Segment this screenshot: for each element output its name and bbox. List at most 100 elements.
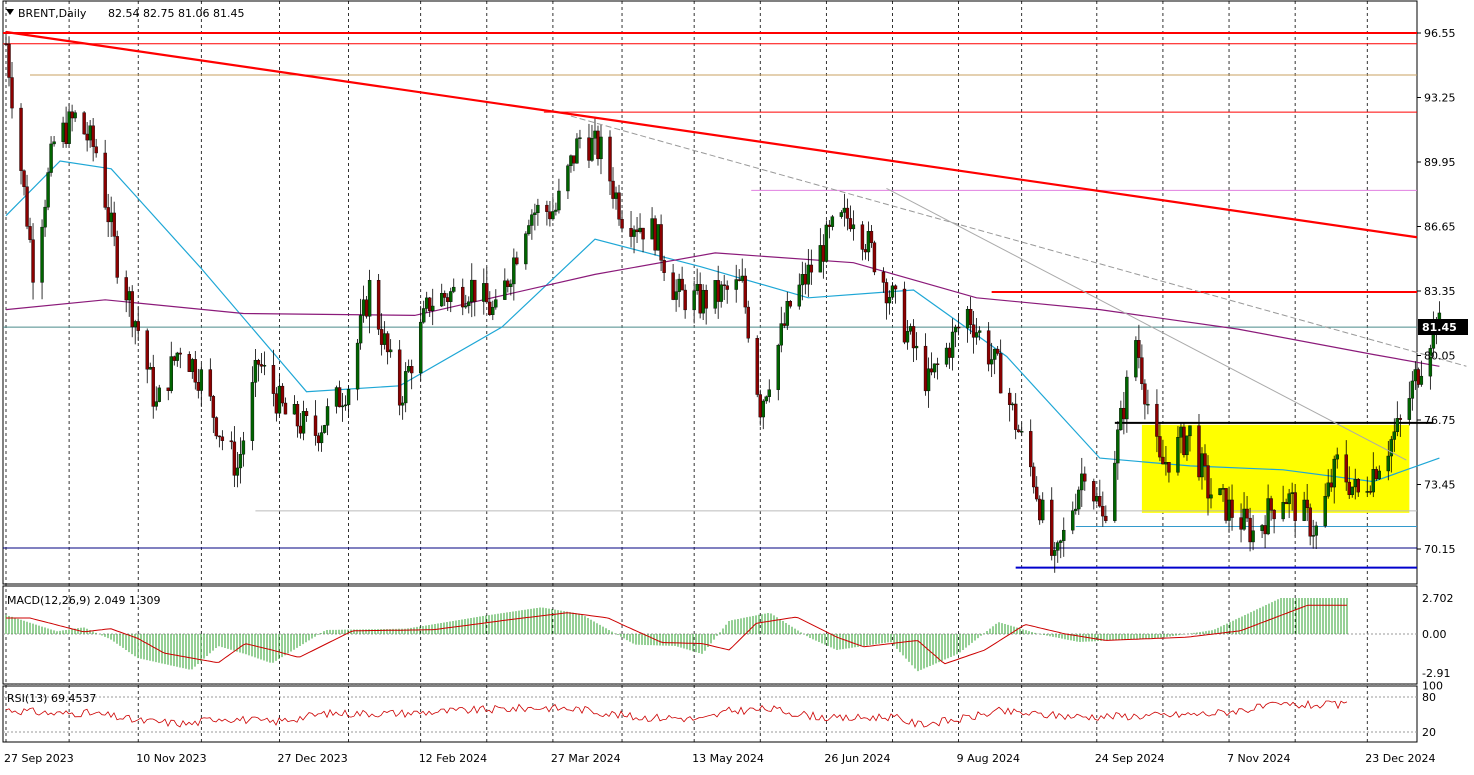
bearish-candle bbox=[70, 111, 74, 119]
bearish-candle bbox=[1356, 479, 1360, 493]
bearish-candle bbox=[19, 107, 23, 171]
bearish-candle bbox=[385, 333, 390, 353]
bullish-candle bbox=[908, 326, 913, 332]
bearish-candle bbox=[971, 324, 976, 338]
ohlc-readout: 82.54 82.75 81.06 81.45 bbox=[108, 7, 244, 20]
bullish-candle bbox=[1176, 437, 1180, 473]
bullish-candle bbox=[1080, 473, 1084, 491]
bullish-candle bbox=[566, 165, 570, 192]
bullish-candle bbox=[824, 224, 829, 262]
bullish-candle bbox=[989, 359, 994, 365]
bullish-candle bbox=[1365, 491, 1369, 493]
bullish-candle bbox=[1281, 502, 1285, 520]
bearish-candle bbox=[1137, 340, 1141, 358]
bullish-candle bbox=[73, 112, 77, 119]
bearish-candle bbox=[214, 417, 219, 437]
bullish-candle bbox=[1350, 486, 1354, 495]
bearish-candle bbox=[1140, 357, 1144, 385]
axes: 27 Sep 2023 10 Nov 2023 27 Dec 2023 12 Feb … bbox=[4, 27, 1456, 765]
bearish-candle bbox=[821, 245, 826, 262]
bearish-candle bbox=[1248, 517, 1252, 543]
y-tick-label: 70.15 bbox=[1424, 543, 1456, 556]
bearish-candle bbox=[211, 396, 216, 418]
macd-indicator bbox=[5, 598, 1348, 672]
bearish-candle bbox=[1143, 383, 1147, 405]
bullish-candle bbox=[1260, 525, 1264, 531]
dropdown-arrow-icon[interactable] bbox=[6, 9, 14, 15]
bullish-candle bbox=[157, 387, 161, 402]
bearish-candle bbox=[611, 180, 615, 199]
bearish-candle bbox=[935, 363, 940, 365]
bullish-candle bbox=[1323, 496, 1327, 527]
bearish-candle bbox=[28, 226, 32, 240]
bullish-candle bbox=[1428, 348, 1433, 377]
bearish-candle bbox=[31, 239, 35, 283]
bearish-candle bbox=[635, 229, 639, 233]
bullish-candle bbox=[509, 283, 513, 287]
bearish-candle bbox=[1206, 465, 1210, 499]
bullish-candle bbox=[533, 212, 537, 215]
support-resistance-lines bbox=[3, 32, 1434, 569]
bullish-candle bbox=[467, 301, 471, 307]
bearish-candle bbox=[893, 285, 898, 290]
bullish-candle bbox=[797, 284, 802, 307]
dashed-trendline bbox=[570, 115, 1467, 367]
bearish-candle bbox=[208, 369, 213, 397]
bullish-candle bbox=[614, 192, 618, 199]
bearish-candle bbox=[178, 352, 182, 355]
bullish-candle bbox=[1290, 492, 1294, 494]
rsi-tick-label: 100 bbox=[1422, 679, 1443, 692]
bullish-candle bbox=[740, 275, 744, 281]
bearish-candle bbox=[671, 272, 675, 300]
bullish-candle bbox=[250, 382, 255, 441]
y-tick-label: 93.25 bbox=[1424, 92, 1456, 105]
bullish-candle bbox=[932, 363, 937, 373]
bearish-candle bbox=[968, 308, 973, 325]
y-tick-label: 76.75 bbox=[1424, 414, 1456, 427]
bearish-candle bbox=[1013, 403, 1018, 430]
bullish-candle bbox=[953, 326, 958, 333]
bullish-candle bbox=[887, 297, 892, 304]
bearish-candle bbox=[229, 440, 234, 443]
bearish-candle bbox=[1161, 456, 1165, 465]
bearish-candle bbox=[1344, 454, 1348, 483]
x-tick-label: 9 Aug 2024 bbox=[957, 752, 1020, 765]
bullish-candle bbox=[692, 290, 696, 311]
slow-moving-average-line bbox=[5, 252, 1440, 367]
bearish-candle bbox=[704, 289, 708, 309]
bearish-candle bbox=[94, 146, 98, 154]
bullish-candle bbox=[695, 284, 699, 291]
bullish-candle bbox=[235, 467, 240, 476]
bullish-candle bbox=[88, 125, 92, 141]
bearish-candle bbox=[232, 441, 237, 476]
x-tick-label: 7 Nov 2024 bbox=[1227, 752, 1290, 765]
bullish-candle bbox=[656, 224, 660, 251]
bearish-candle bbox=[473, 279, 477, 302]
bearish-candle bbox=[1263, 525, 1267, 535]
bullish-candle bbox=[406, 366, 411, 372]
bullish-candle bbox=[719, 284, 723, 302]
bearish-candle bbox=[1182, 426, 1186, 456]
x-tick-label: 27 Mar 2024 bbox=[551, 752, 621, 765]
bullish-candle bbox=[1419, 375, 1424, 385]
bearish-candle bbox=[106, 207, 110, 223]
bearish-candle bbox=[1035, 486, 1039, 500]
bullish-candle bbox=[301, 411, 306, 434]
bullish-candle bbox=[358, 315, 363, 344]
bearish-candle bbox=[1197, 425, 1201, 478]
bearish-candle bbox=[743, 275, 747, 308]
bullish-candle bbox=[61, 122, 65, 142]
bearish-candle bbox=[641, 227, 645, 240]
bullish-candle bbox=[241, 440, 246, 455]
bullish-candle bbox=[905, 331, 910, 343]
rsi-tick-label: 80 bbox=[1422, 691, 1436, 704]
bullish-candle bbox=[779, 323, 783, 346]
bullish-candle bbox=[109, 212, 113, 223]
bullish-candle bbox=[1116, 429, 1120, 464]
bullish-candle bbox=[40, 226, 44, 283]
bullish-candle bbox=[590, 138, 594, 161]
y-tick-label: 83.35 bbox=[1424, 285, 1456, 298]
bearish-candle bbox=[4, 43, 8, 45]
bullish-candle bbox=[346, 389, 351, 406]
bullish-candle bbox=[551, 211, 555, 220]
